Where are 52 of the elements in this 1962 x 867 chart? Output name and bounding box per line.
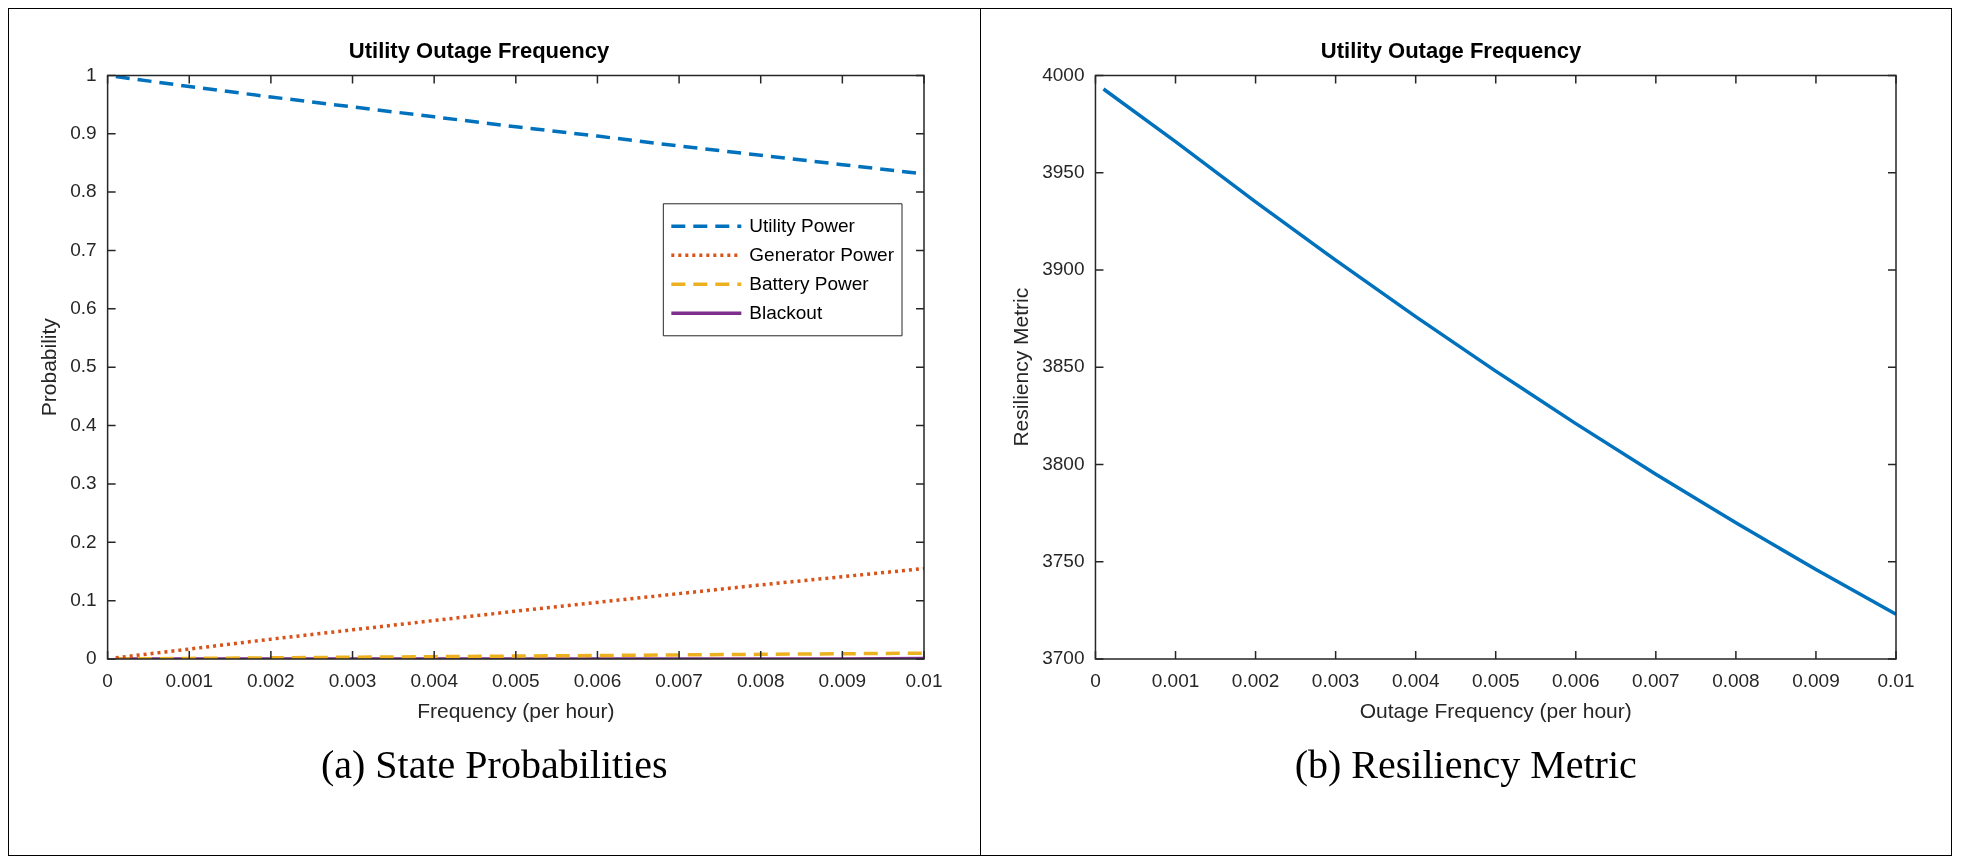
y-tick-label: 3750 [1041,549,1085,571]
y-tick-label: 3850 [1041,355,1085,377]
x-tick-label: 0.006 [1551,669,1600,691]
x-tick-label: 0 [102,669,114,691]
y-tick-label: 0.5 [70,355,97,377]
x-tick-label: 0 [1089,669,1101,691]
y-tick-label: 1 [86,63,97,85]
x-tick-label: 0.002 [247,669,295,691]
x-tick-label: 0.004 [1391,669,1440,691]
y-tick-label: 0.1 [70,588,97,610]
x-tick-label: 0.005 [1471,669,1520,691]
x-tick-label: 0.003 [1311,669,1360,691]
x-tick-label: 0.001 [165,669,214,691]
text: (b) Resiliency Metric [1294,741,1637,788]
y-tick-label: 0.3 [70,472,97,494]
y-tick-label: 0.4 [70,413,98,435]
x-tick-label: 0.008 [737,669,785,691]
y-tick-label: 3900 [1041,258,1085,280]
x-axis-title: Outage Frequency (per hour) [1359,699,1632,723]
x-tick-label: 0.005 [492,669,540,691]
chart-title: Utility Outage Frequency [349,38,611,64]
legend-label: Battery Power [749,272,870,294]
y-axis-title: Probability [37,317,61,417]
legend-label: Blackout [749,301,824,323]
x-tick-label: 0.01 [1877,669,1915,691]
y-tick-label: 4000 [1041,63,1085,85]
x-tick-label: 0.003 [329,669,377,691]
y-tick-label: 3700 [1041,647,1085,669]
x-tick-label: 0.007 [655,669,704,691]
legend-label: Generator Power [749,243,895,265]
x-axis-title: Frequency (per hour) [417,699,615,723]
x-tick-label: 0.001 [1151,669,1200,691]
x-tick-label: 0.002 [1231,669,1280,691]
y-axis-title: Resiliency Metric [1009,287,1033,447]
chart-title: Utility Outage Frequency [1320,38,1582,64]
y-tick-label: 3800 [1041,452,1085,474]
y-tick-label: 0 [86,647,97,669]
x-tick-label: 0.008 [1711,669,1760,691]
text: (a) State Probabilities [320,741,668,788]
y-tick-label: 0.2 [70,530,97,552]
y-tick-label: 0.6 [70,297,97,319]
x-tick-label: 0.007 [1631,669,1680,691]
x-tick-label: 0.009 [1791,669,1840,691]
y-tick-label: 0.9 [70,121,97,143]
x-tick-label: 0.006 [573,669,622,691]
x-tick-label: 0.009 [818,669,867,691]
legend-label: Utility Power [749,214,856,236]
y-tick-label: 0.7 [70,238,97,260]
x-tick-label: 0.01 [905,669,943,691]
y-tick-label: 3950 [1041,160,1085,182]
y-tick-label: 0.8 [70,180,97,202]
x-tick-label: 0.004 [410,669,459,691]
